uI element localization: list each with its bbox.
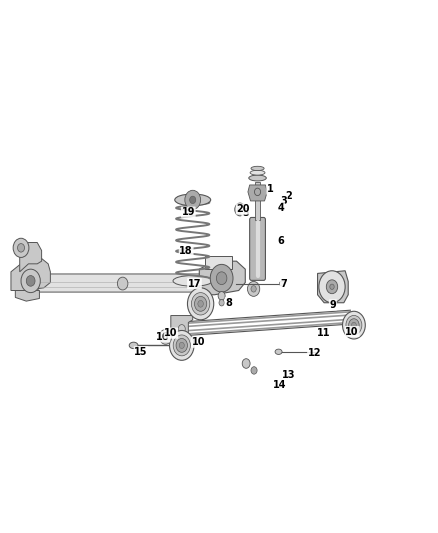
Circle shape — [349, 319, 359, 332]
Circle shape — [216, 272, 227, 285]
Text: 14: 14 — [273, 380, 286, 390]
Circle shape — [238, 207, 242, 212]
Polygon shape — [205, 256, 232, 269]
Text: 4: 4 — [278, 203, 285, 213]
Text: 11: 11 — [318, 328, 331, 338]
Circle shape — [173, 335, 191, 356]
Polygon shape — [318, 271, 348, 303]
Circle shape — [247, 281, 260, 296]
Polygon shape — [15, 290, 39, 301]
Text: 3: 3 — [280, 197, 287, 206]
Text: 20: 20 — [237, 204, 250, 214]
Circle shape — [185, 190, 201, 209]
Circle shape — [319, 271, 345, 303]
Text: 16: 16 — [156, 332, 170, 342]
Text: 15: 15 — [134, 347, 148, 357]
Text: 13: 13 — [283, 370, 296, 380]
Circle shape — [242, 359, 250, 368]
Circle shape — [191, 293, 210, 315]
Circle shape — [330, 284, 334, 289]
Circle shape — [21, 269, 40, 293]
Polygon shape — [171, 316, 193, 342]
Ellipse shape — [275, 349, 282, 354]
Ellipse shape — [175, 194, 211, 206]
Text: 17: 17 — [188, 279, 201, 288]
Circle shape — [117, 277, 128, 290]
Polygon shape — [248, 185, 267, 201]
Ellipse shape — [173, 276, 212, 286]
Circle shape — [254, 188, 261, 196]
Text: 12: 12 — [308, 348, 321, 358]
Text: 18: 18 — [179, 246, 193, 255]
Circle shape — [187, 288, 214, 320]
Circle shape — [170, 330, 194, 360]
Ellipse shape — [249, 175, 266, 181]
Circle shape — [352, 322, 356, 328]
Text: 10: 10 — [164, 328, 177, 338]
Bar — [255, 182, 260, 220]
Circle shape — [219, 300, 224, 306]
Ellipse shape — [251, 166, 264, 171]
Circle shape — [346, 316, 362, 335]
Circle shape — [176, 338, 187, 352]
Circle shape — [163, 334, 168, 340]
Polygon shape — [11, 259, 50, 290]
Circle shape — [218, 292, 225, 300]
Text: 1: 1 — [267, 184, 274, 194]
Circle shape — [26, 276, 35, 286]
Circle shape — [343, 311, 365, 339]
Text: 8: 8 — [225, 298, 232, 308]
Circle shape — [198, 301, 203, 307]
Circle shape — [190, 196, 196, 204]
Circle shape — [178, 325, 185, 333]
Polygon shape — [20, 243, 42, 272]
Circle shape — [179, 342, 184, 349]
Circle shape — [251, 367, 257, 374]
Circle shape — [210, 264, 233, 292]
Text: 2: 2 — [285, 191, 292, 200]
Circle shape — [235, 203, 245, 216]
Circle shape — [18, 244, 25, 252]
Ellipse shape — [250, 170, 265, 175]
Ellipse shape — [129, 342, 138, 349]
Text: 7: 7 — [280, 279, 287, 289]
Text: 10: 10 — [192, 337, 205, 347]
Text: 9: 9 — [329, 300, 336, 310]
Text: 19: 19 — [182, 207, 195, 217]
Circle shape — [251, 286, 256, 292]
Circle shape — [194, 296, 207, 311]
FancyBboxPatch shape — [38, 274, 212, 292]
Ellipse shape — [279, 281, 285, 286]
Circle shape — [159, 329, 172, 344]
Text: 5: 5 — [242, 208, 249, 218]
Circle shape — [326, 280, 338, 294]
FancyBboxPatch shape — [250, 217, 265, 280]
Circle shape — [13, 238, 29, 257]
Polygon shape — [199, 261, 245, 295]
Text: 6: 6 — [277, 236, 284, 246]
Text: 10: 10 — [346, 327, 359, 336]
